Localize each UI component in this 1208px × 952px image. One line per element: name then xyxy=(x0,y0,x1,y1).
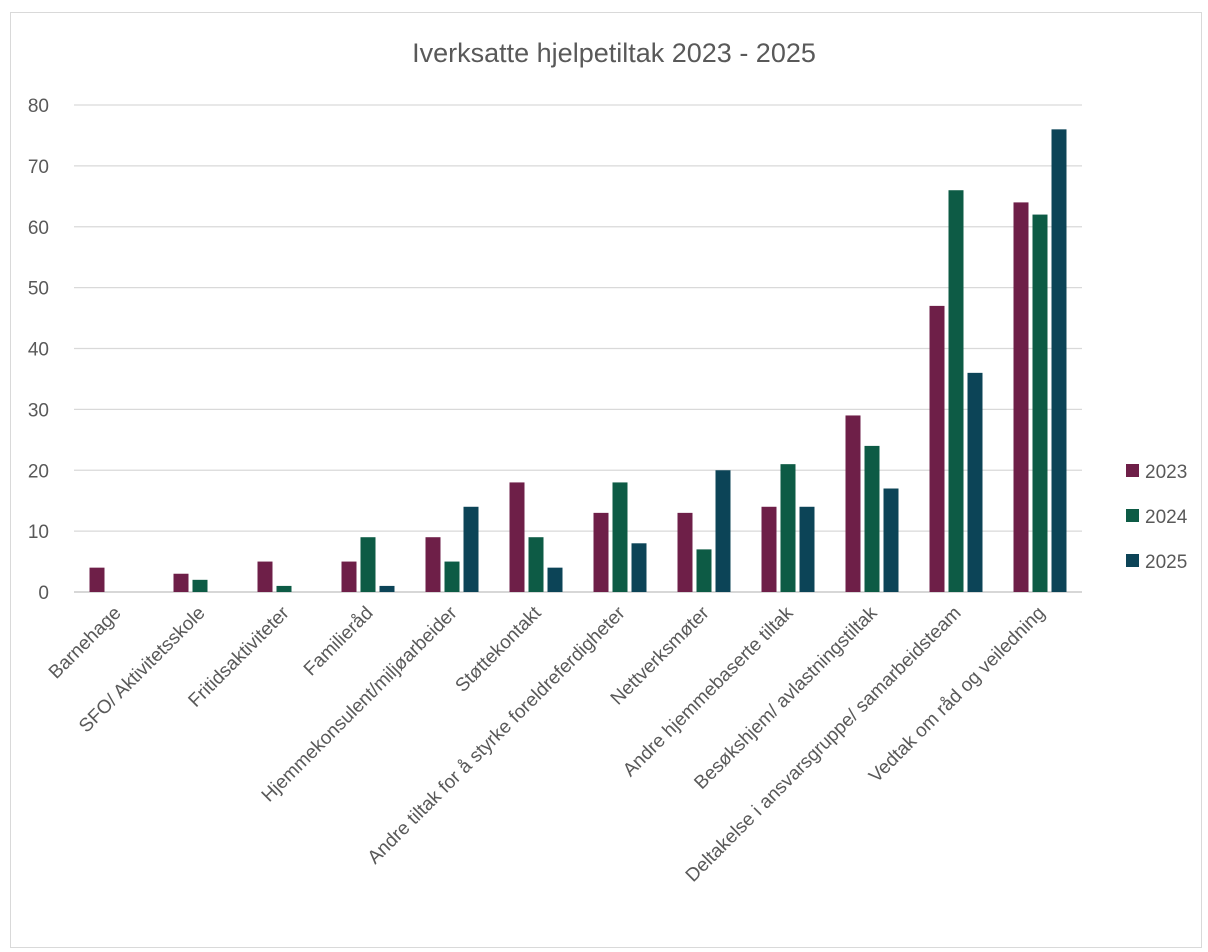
legend-label: 2024 xyxy=(1145,507,1188,528)
bar-2023 xyxy=(677,512,693,592)
bar-2023 xyxy=(593,512,609,592)
bar-2023 xyxy=(929,305,945,592)
x-tick-label: Vedtak om råd og veiledning xyxy=(865,603,1049,787)
bar-2023 xyxy=(89,567,105,592)
bars xyxy=(89,129,1067,592)
y-tick-label: 10 xyxy=(28,522,49,543)
x-tick-label: Støttekontakt xyxy=(452,602,547,697)
bar-2024 xyxy=(360,537,376,592)
legend-swatch-2025 xyxy=(1126,554,1139,567)
bar-2023 xyxy=(341,561,357,592)
y-tick-label: 80 xyxy=(28,96,49,117)
chart-title: Iverksatte hjelpetiltak 2023 - 2025 xyxy=(412,38,816,68)
bar-2025 xyxy=(1051,129,1067,592)
x-tick-label: Besøkshjem/ avlastningstiltak xyxy=(690,602,881,793)
bar-2025 xyxy=(463,506,479,592)
bar-2023 xyxy=(425,537,441,592)
x-tick-label: Barnehage xyxy=(45,603,126,684)
gridlines xyxy=(74,104,1082,593)
y-tick-label: 20 xyxy=(28,461,49,482)
bar-2024 xyxy=(696,549,712,592)
bar-2023 xyxy=(1013,202,1029,592)
legend: 2023 2024 2025 xyxy=(1126,462,1188,573)
y-tick-label: 50 xyxy=(28,279,49,300)
y-tick-label: 60 xyxy=(28,218,49,239)
y-tick-label: 0 xyxy=(38,583,49,604)
bar-2025 xyxy=(715,470,731,592)
bar-2024 xyxy=(780,464,796,592)
x-tick-label: Familieråd xyxy=(300,603,378,681)
y-tick-label: 40 xyxy=(28,340,49,361)
bar-2023 xyxy=(173,573,189,592)
bar-2024 xyxy=(528,537,544,592)
bar-2024 xyxy=(612,482,628,592)
bar-2025 xyxy=(883,488,899,592)
chart-frame xyxy=(10,12,1202,948)
bar-2023 xyxy=(845,415,861,592)
bar-2025 xyxy=(547,567,563,592)
bar-2025 xyxy=(631,543,647,592)
bar-2024 xyxy=(948,190,964,592)
bar-2023 xyxy=(761,506,777,592)
legend-label: 2023 xyxy=(1145,462,1187,483)
y-tick-label: 30 xyxy=(28,400,49,421)
bar-2025 xyxy=(799,506,815,592)
bar-2024 xyxy=(444,561,460,592)
x-tick-label: Andre hjemmebaserte tiltak xyxy=(619,602,798,781)
y-axis: 0 10 20 30 40 50 60 70 80 xyxy=(28,96,49,604)
bar-2023 xyxy=(509,482,525,592)
bar-2024 xyxy=(1032,214,1048,592)
bar-2023 xyxy=(257,561,273,592)
legend-swatch-2023 xyxy=(1126,464,1139,477)
bar-2024 xyxy=(192,579,208,592)
legend-label: 2025 xyxy=(1145,552,1187,573)
bar-2024 xyxy=(276,585,292,592)
legend-swatch-2024 xyxy=(1126,509,1139,522)
y-tick-label: 70 xyxy=(28,157,49,178)
bar-2024 xyxy=(864,445,880,592)
bar-2025 xyxy=(967,372,983,592)
bar-2025 xyxy=(379,585,395,592)
